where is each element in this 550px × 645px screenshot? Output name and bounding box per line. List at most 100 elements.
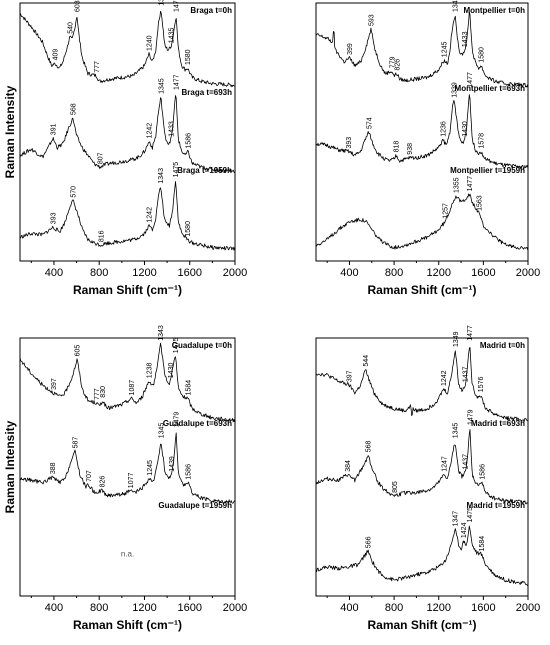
series-label: Braga t=0h (190, 6, 232, 15)
peak-label: 574 (366, 117, 373, 129)
peak-label: 818 (394, 141, 401, 153)
x-tick-label: 1200 (426, 267, 450, 279)
peak-label: 605 (75, 345, 82, 357)
peak-label: 566 (366, 536, 373, 548)
peak-label: 826 (100, 476, 107, 488)
peak-label: 1245 (147, 460, 154, 476)
peak-label: 1477 (467, 325, 474, 341)
peak-label: 1339 (452, 82, 459, 98)
peak-label: 384 (345, 460, 352, 472)
plot-frame (315, 337, 529, 597)
peak-label: 1477 (173, 74, 180, 90)
peak-label: 1242 (441, 370, 448, 386)
peak-label: 587 (73, 437, 80, 449)
peak-label: 1437 (463, 454, 470, 470)
peak-label: 1236 (440, 121, 447, 137)
spectrum-line (19, 181, 235, 251)
x-tick-label: 800 (90, 267, 108, 279)
series-label: Madrid t=0h (480, 341, 525, 350)
spectrum-line (19, 432, 235, 504)
peak-label: 1430 (462, 121, 469, 137)
spectrum-line (315, 525, 528, 586)
peak-label: 1343 (158, 168, 165, 184)
x-tick-label: 2000 (223, 602, 247, 614)
peak-label: 393 (51, 212, 58, 224)
peak-label: 826 (395, 59, 402, 71)
peak-label: 1345 (452, 423, 459, 439)
peak-label: 779 (389, 56, 396, 68)
peak-label: 1586 (186, 464, 193, 480)
x-tick-label: 1200 (132, 267, 156, 279)
peak-label: 397 (347, 370, 354, 382)
peak-label: 1479 (174, 0, 181, 12)
series-label: Braga t=1959h (177, 166, 232, 175)
spectrum-line (19, 10, 235, 88)
plot-frame (19, 337, 236, 597)
peak-label: 1345 (158, 0, 165, 6)
peak-label: 1433 (462, 31, 469, 47)
peak-label: 1077 (128, 473, 135, 489)
series-label: Montpellier t=693h (455, 84, 526, 93)
spectrum-line (315, 193, 528, 250)
x-tick-label: 400 (340, 602, 358, 614)
x-axis-label: Raman Shift (cm⁻¹) (367, 618, 476, 632)
x-tick-label: 1600 (471, 267, 495, 279)
peak-label: 1345 (158, 423, 165, 439)
x-tick-label: 1200 (132, 602, 156, 614)
x-tick-label: 800 (90, 602, 108, 614)
peak-label: 1347 (453, 511, 460, 527)
peak-label: 1586 (479, 464, 486, 480)
peak-label: 1580 (479, 47, 486, 63)
peak-label: 1238 (146, 363, 153, 379)
x-tick-label: 1600 (177, 602, 201, 614)
chart-panel: 400 800 1200 1600 2000 Raman Shift (cm⁻¹) Rama… (3, 325, 247, 632)
peak-label: 1430 (168, 363, 175, 379)
y-axis-label: Raman Intensity (3, 85, 17, 178)
peak-label: 388 (50, 462, 57, 474)
peak-label: 1433 (168, 121, 175, 137)
peak-label: 1355 (454, 177, 461, 193)
peak-label: 1435 (169, 28, 176, 44)
series-label: Madrid t=693h (471, 419, 525, 428)
peak-label: 807 (98, 152, 105, 164)
peak-label: 1479 (467, 409, 474, 425)
peak-label: 1345 (452, 0, 459, 12)
peak-label: 1257 (443, 203, 450, 219)
chart-panel: 400 800 1200 1600 2000 Raman Shift (cm⁻¹) Mont… (315, 0, 540, 297)
series-label: Montpellier t=0h (463, 6, 525, 15)
peak-label: 409 (53, 49, 60, 61)
x-axis-label: Raman Shift (cm⁻¹) (367, 283, 476, 297)
peak-label: 1343 (158, 325, 165, 341)
peak-label: 1477 (467, 72, 474, 88)
peak-label: 603 (74, 0, 81, 12)
peak-label: 1475 (173, 162, 180, 178)
peak-label: 1477 (467, 176, 474, 192)
spectrum-line (315, 429, 528, 505)
chart-panel: 400 800 1200 1600 2000 Raman Shift (cm⁻¹) Rama… (3, 0, 247, 297)
series-label: Montpellier t=1959h (450, 166, 525, 175)
peak-label: 570 (71, 186, 78, 198)
peak-label: 1242 (147, 207, 154, 223)
peak-label: 1578 (478, 133, 485, 149)
spectrum-line (315, 94, 528, 169)
peak-label: 1349 (453, 331, 460, 347)
peak-label: 1247 (442, 456, 449, 472)
spectrum-line (19, 95, 235, 173)
x-tick-label: 400 (340, 267, 358, 279)
peak-label: 777 (94, 388, 101, 400)
peak-label: 1576 (478, 377, 485, 393)
peak-label: 805 (392, 481, 399, 493)
spectrum-line (315, 11, 528, 88)
x-tick-label: 2000 (516, 267, 540, 279)
peak-label: 1439 (169, 456, 176, 472)
peak-label: 1345 (158, 78, 165, 94)
peak-label: 1242 (147, 123, 154, 139)
peak-label: 1586 (186, 133, 193, 149)
spectrum-line (315, 346, 528, 422)
x-tick-label: 800 (385, 602, 403, 614)
peak-label: 399 (347, 43, 354, 55)
peak-label: 391 (50, 123, 57, 135)
spectrum-line (19, 342, 235, 423)
peak-label: 568 (366, 441, 373, 453)
